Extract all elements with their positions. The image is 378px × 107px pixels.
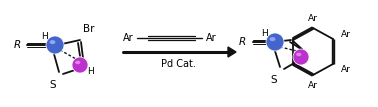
- Text: R: R: [239, 37, 246, 47]
- Text: H: H: [260, 28, 267, 37]
- Ellipse shape: [296, 53, 301, 56]
- Ellipse shape: [46, 36, 64, 54]
- Ellipse shape: [270, 37, 276, 41]
- Text: H: H: [88, 68, 94, 77]
- Text: Ar: Ar: [341, 65, 351, 74]
- Text: Br: Br: [83, 24, 95, 34]
- Text: R: R: [13, 40, 21, 50]
- Text: Ar: Ar: [341, 30, 351, 39]
- Text: Ar: Ar: [308, 80, 318, 89]
- Ellipse shape: [50, 40, 56, 44]
- Text: S: S: [50, 80, 56, 90]
- Text: Ar: Ar: [308, 13, 318, 22]
- Text: Ar: Ar: [123, 33, 133, 43]
- Text: H: H: [40, 31, 47, 41]
- Ellipse shape: [266, 33, 284, 51]
- Ellipse shape: [72, 57, 88, 73]
- Ellipse shape: [75, 61, 81, 64]
- Ellipse shape: [293, 49, 309, 65]
- Text: S: S: [271, 75, 277, 85]
- Text: Ar: Ar: [206, 33, 216, 43]
- Text: Pd Cat.: Pd Cat.: [161, 59, 195, 69]
- Polygon shape: [228, 47, 236, 57]
